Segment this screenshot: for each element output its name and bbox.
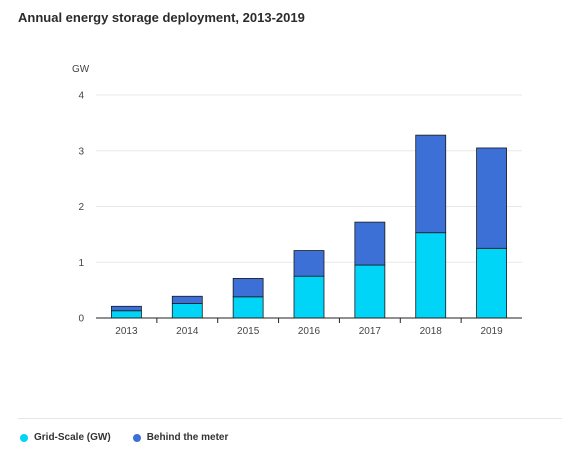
- legend-label-grid-scale: Grid-Scale (GW): [34, 432, 111, 443]
- chart-title: Annual energy storage deployment, 2013-2…: [18, 10, 305, 25]
- gridlines: [96, 94, 522, 263]
- legend-divider: [18, 418, 562, 419]
- bar-behind-the-meter-2017[interactable]: [354, 221, 386, 266]
- bar-grid-scale-2016[interactable]: [293, 275, 325, 319]
- bar-grid-scale-2013[interactable]: [111, 310, 142, 319]
- bars: [111, 134, 507, 319]
- x-tick-label-2014: 2014: [176, 326, 199, 337]
- bar-grid-scale-2014[interactable]: [171, 303, 203, 319]
- legend-label-behind-the-meter: Behind the meter: [146, 432, 229, 443]
- x-tick-label-2017: 2017: [359, 326, 382, 337]
- chart-plot: GW 0 1 2 3 4 2013 2014 2015 2016 2017 2018 2019: [72, 64, 522, 337]
- legend-item-behind-the-meter[interactable]: Behind the meter: [132, 432, 229, 443]
- y-axis-unit: GW: [72, 64, 90, 75]
- x-tick-label-2015: 2015: [237, 326, 260, 337]
- bar-behind-the-meter-2016[interactable]: [293, 250, 325, 277]
- x-tick-label-2013: 2013: [115, 326, 138, 337]
- legend-swatch-grid-scale: [20, 433, 28, 442]
- legend: Grid-Scale (GW) Behind the meter: [20, 432, 228, 443]
- bar-grid-scale-2017[interactable]: [354, 264, 386, 319]
- x-tick-label-2018: 2018: [420, 326, 443, 337]
- x-tick-label-2019: 2019: [480, 326, 503, 337]
- y-tick-label: 1: [78, 258, 84, 269]
- bar-behind-the-meter-2018[interactable]: [415, 134, 447, 234]
- bar-behind-the-meter-2019[interactable]: [476, 147, 507, 249]
- y-tick-label: 0: [78, 314, 84, 325]
- y-tick-labels: 0 1 2 3 4: [78, 91, 84, 325]
- x-tick-label-2016: 2016: [298, 326, 321, 337]
- x-tick-labels: 2013 2014 2015 2016 2017 2018 2019: [115, 318, 503, 337]
- y-tick-label: 4: [78, 91, 84, 102]
- legend-item-grid-scale[interactable]: Grid-Scale (GW): [20, 432, 111, 443]
- legend-swatch-behind-the-meter: [132, 433, 141, 442]
- bar-behind-the-meter-2013[interactable]: [111, 305, 142, 312]
- y-tick-label: 3: [78, 146, 84, 157]
- bar-grid-scale-2019[interactable]: [476, 247, 507, 319]
- bar-behind-the-meter-2014[interactable]: [171, 295, 203, 304]
- bar-grid-scale-2018[interactable]: [415, 232, 447, 319]
- bar-behind-the-meter-2015[interactable]: [232, 278, 264, 298]
- bar-grid-scale-2015[interactable]: [232, 296, 264, 319]
- y-tick-label: 2: [78, 202, 84, 213]
